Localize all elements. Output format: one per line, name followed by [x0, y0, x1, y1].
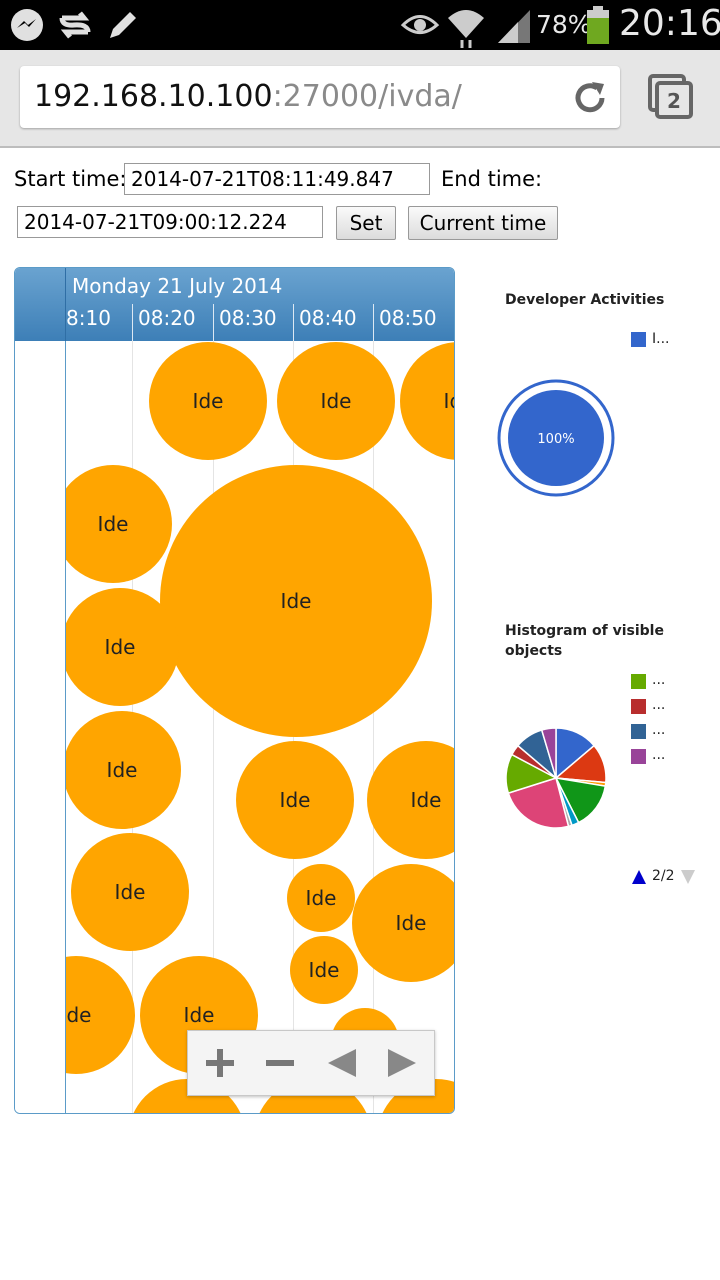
move-left-icon[interactable]: [322, 1043, 362, 1083]
timeline-items: Ide Ide Ide Ide Ide Ide Ide Ide Ide Ide …: [66, 341, 454, 1113]
timeline-item[interactable]: Ide: [71, 833, 189, 951]
timeline-item[interactable]: Ide: [290, 936, 358, 1004]
zoom-in-icon[interactable]: [200, 1043, 240, 1083]
eye-icon: [400, 15, 440, 34]
legend-label: ...: [652, 722, 666, 738]
histogram-title-line-1: Histogram of visible: [505, 623, 664, 639]
header-divider: [65, 268, 66, 341]
end-time-input[interactable]: [17, 206, 323, 238]
grid-line: [373, 341, 374, 1113]
end-time-label: End time:: [441, 167, 543, 191]
tick-divider: [132, 304, 133, 341]
legend-swatch: [631, 749, 646, 764]
timeline-item[interactable]: Ide: [352, 864, 454, 982]
histogram-title-line-2: objects: [505, 643, 563, 659]
timeline-item[interactable]: Ide: [236, 741, 354, 859]
legend-swatch: [631, 674, 646, 689]
messenger-icon: [11, 9, 43, 41]
start-time-input[interactable]: [124, 163, 430, 195]
timeline-tick: 08:40: [299, 306, 357, 330]
histogram-title: Histogram of visible objects: [505, 621, 705, 661]
pencil-icon: [110, 12, 136, 38]
timeline-item[interactable]: Ide: [66, 465, 172, 583]
developer-activities-title: Developer Activities: [505, 292, 665, 308]
tick-divider: [213, 304, 214, 341]
legend-swatch: [631, 699, 646, 714]
tick-divider: [373, 304, 374, 341]
zoom-out-icon[interactable]: [260, 1043, 300, 1083]
timeline-item[interactable]: Ide: [66, 711, 181, 829]
timeline-item[interactable]: Ide: [277, 342, 395, 460]
legend-label: I...: [652, 331, 670, 347]
timeline-header: Monday 21 July 2014 8:10 08:20 08:30 08:…: [15, 268, 454, 341]
sync-icon: [59, 11, 91, 39]
tabs-button[interactable]: 2: [648, 74, 694, 120]
timeline-item[interactable]: Ide: [287, 864, 355, 932]
page-up-icon[interactable]: [631, 869, 647, 885]
current-time-button[interactable]: Current time: [408, 206, 558, 240]
timeline-item[interactable]: Ide: [160, 465, 432, 737]
legend-swatch: [631, 332, 646, 347]
signal-icon: [498, 10, 530, 43]
timeline-item[interactable]: Ide: [400, 342, 454, 460]
timeline-item[interactable]: Ide: [66, 588, 179, 706]
pie-slice: [508, 390, 604, 486]
battery-percent: 78%: [536, 10, 592, 39]
developer-activities-pie[interactable]: 100%: [495, 377, 617, 499]
url-host: 192.168.10.100: [34, 79, 273, 114]
legend-label: ...: [652, 672, 666, 688]
url-path: :27000/ivda/: [272, 79, 462, 114]
slice-label: 100%: [537, 432, 574, 447]
status-bar: 78% 20:16: [0, 0, 720, 50]
timeline-date: Monday 21 July 2014: [72, 274, 283, 298]
pie-slice: [507, 777, 570, 829]
timeline-item[interactable]: Ide: [149, 342, 267, 460]
url-text: 192.168.10.100:27000/ivda/: [34, 79, 462, 114]
legend-label: ...: [652, 747, 666, 763]
histogram-pie[interactable]: [504, 726, 608, 830]
page-down-icon[interactable]: [680, 869, 696, 885]
timeline-tick: 8:10: [66, 306, 111, 330]
wifi-icon: [448, 10, 484, 48]
timeline-tick: 08:20: [138, 306, 196, 330]
browser-toolbar: 192.168.10.100:27000/ivda/ 2: [0, 50, 720, 148]
set-button[interactable]: Set: [336, 206, 396, 240]
tick-divider: [293, 304, 294, 341]
legend-label: ...: [652, 697, 666, 713]
move-right-icon[interactable]: [382, 1043, 422, 1083]
clock: 20:16: [619, 3, 720, 44]
grid-line: [213, 341, 214, 1113]
timeline-tick: 08:30: [219, 306, 277, 330]
timeline-item[interactable]: Ide: [66, 956, 135, 1074]
url-bar[interactable]: 192.168.10.100:27000/ivda/: [20, 66, 620, 128]
reload-icon[interactable]: [570, 78, 610, 118]
timeline-navigation: [187, 1030, 435, 1096]
timeline-tick: 08:50: [379, 306, 437, 330]
timeline-item[interactable]: Ide: [367, 741, 454, 859]
tab-count: 2: [667, 89, 681, 113]
timeline[interactable]: Monday 21 July 2014 8:10 08:20 08:30 08:…: [14, 267, 455, 1114]
timeline-group-column: [15, 341, 66, 1113]
legend-pager: 2/2: [652, 868, 675, 884]
start-time-label: Start time:: [14, 167, 127, 191]
battery-icon: [587, 6, 609, 44]
legend-swatch: [631, 724, 646, 739]
pie-slice: [540, 727, 557, 779]
